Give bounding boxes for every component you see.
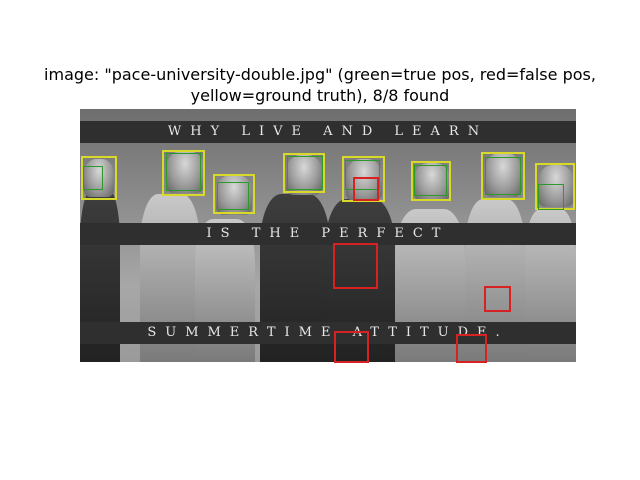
slogan-band-1 bbox=[80, 121, 576, 143]
ground-truth-box bbox=[342, 156, 385, 202]
ground-truth-box bbox=[481, 152, 525, 200]
detection-photo: WHY LIVE AND LEARN IS THE PERFECT SUMMER… bbox=[80, 109, 576, 362]
false-positive-box bbox=[456, 334, 487, 363]
face bbox=[538, 165, 574, 207]
ground-truth-box bbox=[283, 153, 325, 193]
true-positive-box bbox=[83, 166, 103, 190]
slogan-line-1: WHY LIVE AND LEARN bbox=[167, 124, 489, 139]
title-line-2: yellow=ground truth), 8/8 found bbox=[190, 86, 450, 105]
false-positive-box bbox=[334, 331, 369, 363]
false-positive-box bbox=[333, 243, 378, 289]
ground-truth-box bbox=[81, 156, 117, 200]
face bbox=[84, 159, 114, 197]
true-positive-box bbox=[345, 160, 380, 190]
false-positive-box bbox=[353, 177, 379, 201]
true-positive-box bbox=[414, 165, 447, 196]
true-positive-box bbox=[538, 184, 564, 210]
false-positive-box bbox=[484, 286, 511, 312]
ground-truth-box bbox=[162, 150, 205, 196]
face bbox=[286, 155, 322, 195]
face bbox=[166, 151, 204, 193]
true-positive-box bbox=[287, 156, 323, 190]
ground-truth-box bbox=[213, 174, 255, 214]
face bbox=[414, 163, 450, 201]
slogan-band-2 bbox=[80, 223, 576, 245]
face bbox=[216, 175, 252, 215]
slogan-line-3: SUMMERTIME ATTITUDE. bbox=[147, 325, 509, 340]
face bbox=[346, 159, 382, 201]
true-positive-box bbox=[166, 153, 201, 191]
true-positive-box bbox=[485, 157, 521, 195]
true-positive-box bbox=[217, 182, 249, 210]
slogan-line-2: IS THE PERFECT bbox=[206, 226, 450, 241]
slogan-band-3 bbox=[80, 322, 576, 344]
title-line-1: image: "pace-university-double.jpg" (gre… bbox=[44, 65, 596, 84]
face bbox=[484, 153, 522, 197]
ground-truth-box bbox=[411, 161, 451, 201]
figure-title: image: "pace-university-double.jpg" (gre… bbox=[0, 64, 640, 106]
